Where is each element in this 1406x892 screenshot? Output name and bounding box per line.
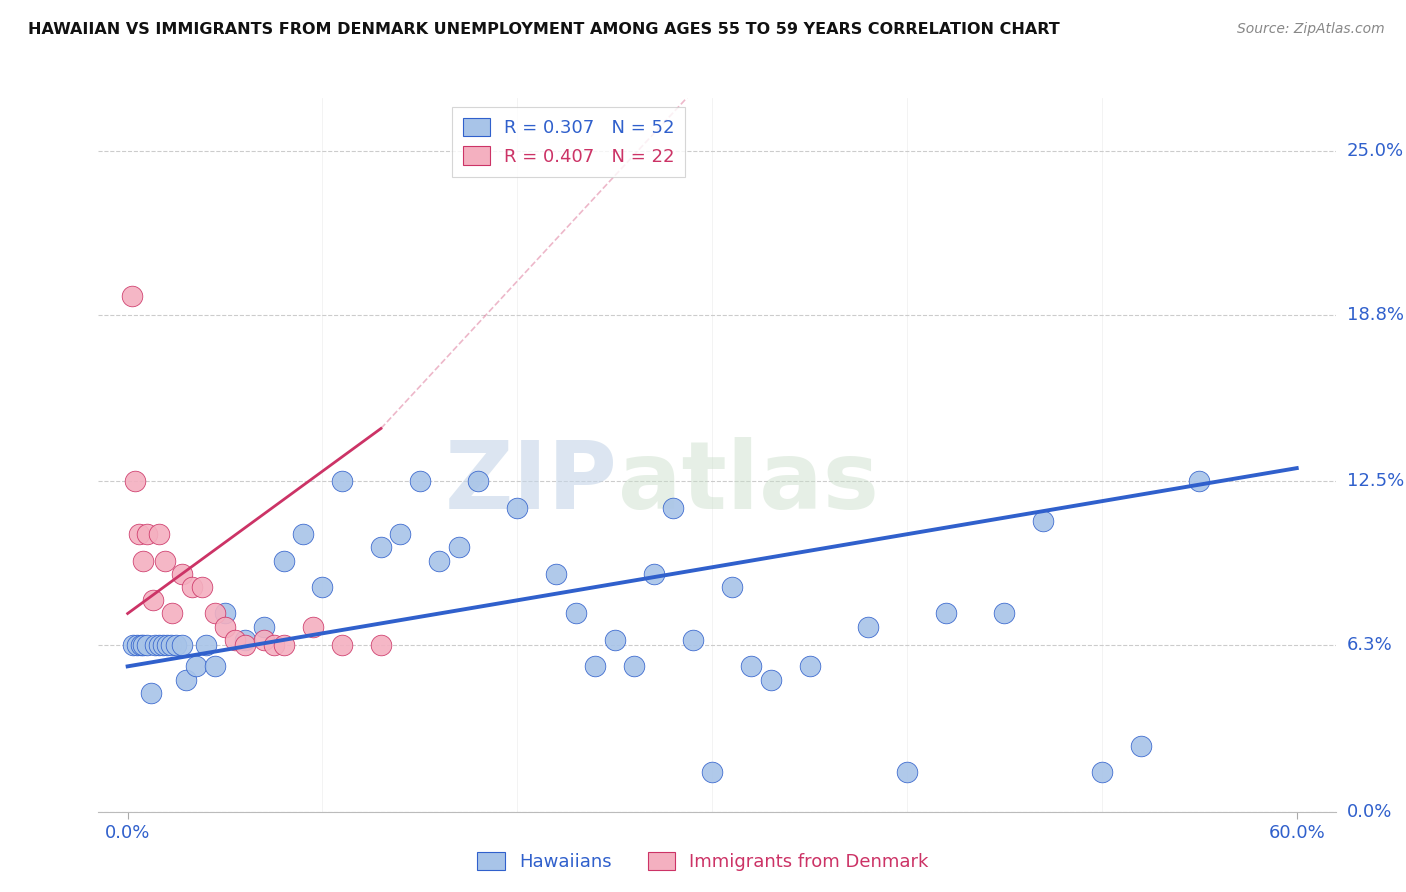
Point xyxy=(190,580,212,594)
Point xyxy=(935,607,957,621)
Point xyxy=(204,659,226,673)
Point xyxy=(128,527,150,541)
Point xyxy=(129,638,152,652)
Point xyxy=(181,580,204,594)
Point xyxy=(702,765,724,780)
Legend: Hawaiians, Immigrants from Denmark: Hawaiians, Immigrants from Denmark xyxy=(470,845,936,879)
Point xyxy=(759,673,782,687)
Point xyxy=(162,607,184,621)
Point xyxy=(165,638,187,652)
Text: Source: ZipAtlas.com: Source: ZipAtlas.com xyxy=(1237,22,1385,37)
Point xyxy=(603,632,626,647)
Point xyxy=(153,554,176,568)
Point xyxy=(370,638,392,652)
Point xyxy=(506,500,529,515)
Point xyxy=(253,620,276,634)
Point xyxy=(124,475,146,489)
Point xyxy=(233,638,256,652)
Point xyxy=(682,632,704,647)
Point xyxy=(148,527,170,541)
Point xyxy=(330,638,353,652)
Point xyxy=(409,475,432,489)
Text: 6.3%: 6.3% xyxy=(1347,636,1392,654)
Point xyxy=(546,566,568,581)
Point xyxy=(389,527,412,541)
Text: atlas: atlas xyxy=(619,437,879,530)
Text: 18.8%: 18.8% xyxy=(1347,306,1403,324)
Point xyxy=(122,638,145,652)
Point xyxy=(132,554,155,568)
Point xyxy=(311,580,333,594)
Point xyxy=(330,475,353,489)
Point xyxy=(292,527,315,541)
Point xyxy=(253,632,276,647)
Point xyxy=(136,527,159,541)
Point xyxy=(565,607,588,621)
Point xyxy=(132,638,155,652)
Point xyxy=(214,607,236,621)
Point xyxy=(214,620,236,634)
Point xyxy=(720,580,742,594)
Point xyxy=(172,566,194,581)
Point xyxy=(172,638,194,652)
Point xyxy=(856,620,879,634)
Point xyxy=(159,638,181,652)
Text: HAWAIIAN VS IMMIGRANTS FROM DENMARK UNEMPLOYMENT AMONG AGES 55 TO 59 YEARS CORRE: HAWAIIAN VS IMMIGRANTS FROM DENMARK UNEM… xyxy=(28,22,1060,37)
Point xyxy=(623,659,645,673)
Point xyxy=(224,632,246,647)
Text: 0.0%: 0.0% xyxy=(1347,803,1392,821)
Point xyxy=(233,632,256,647)
Point xyxy=(1188,475,1211,489)
Point xyxy=(263,638,285,652)
Point xyxy=(143,638,166,652)
Point xyxy=(184,659,207,673)
Legend: R = 0.307   N = 52, R = 0.407   N = 22: R = 0.307 N = 52, R = 0.407 N = 22 xyxy=(451,107,686,177)
Point xyxy=(127,638,149,652)
Point xyxy=(643,566,665,581)
Point xyxy=(174,673,197,687)
Point xyxy=(156,638,179,652)
Point xyxy=(429,554,451,568)
Point xyxy=(993,607,1015,621)
Point xyxy=(896,765,918,780)
Point xyxy=(194,638,217,652)
Point xyxy=(1129,739,1152,753)
Text: 12.5%: 12.5% xyxy=(1347,473,1405,491)
Point xyxy=(273,638,295,652)
Point xyxy=(662,500,685,515)
Point xyxy=(148,638,170,652)
Point xyxy=(121,289,143,303)
Point xyxy=(583,659,606,673)
Point xyxy=(142,593,165,607)
Point xyxy=(136,638,159,652)
Text: 25.0%: 25.0% xyxy=(1347,142,1405,160)
Point xyxy=(273,554,295,568)
Point xyxy=(139,686,162,700)
Point xyxy=(370,541,392,555)
Point xyxy=(152,638,174,652)
Text: ZIP: ZIP xyxy=(446,437,619,530)
Point xyxy=(1091,765,1114,780)
Point xyxy=(799,659,821,673)
Point xyxy=(204,607,226,621)
Point xyxy=(740,659,762,673)
Point xyxy=(467,475,489,489)
Point xyxy=(447,541,470,555)
Point xyxy=(1032,514,1054,528)
Point xyxy=(301,620,323,634)
